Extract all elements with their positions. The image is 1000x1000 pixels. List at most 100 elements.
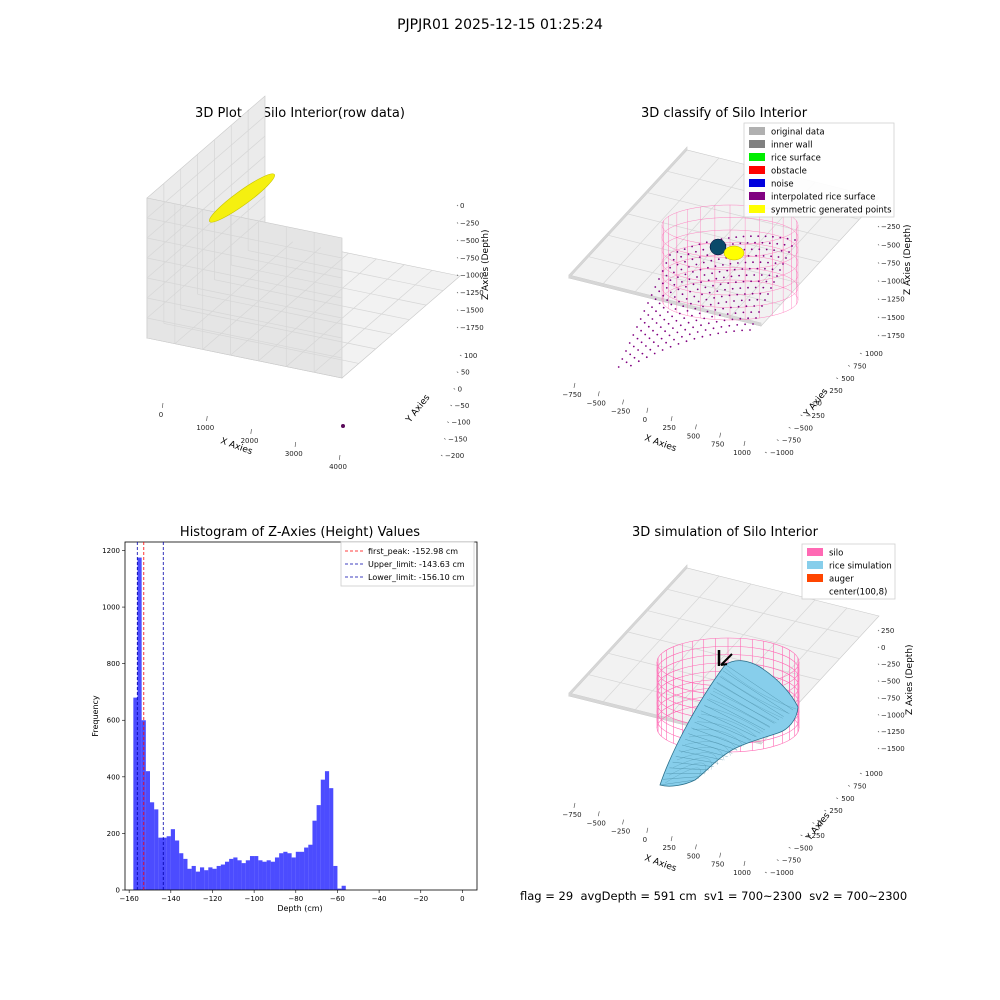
tick-label: −1500 [881, 745, 905, 753]
histogram-xlabel: Depth (cm) [277, 904, 322, 913]
interpolated-point [722, 307, 724, 310]
rice-mesh-line [681, 744, 728, 757]
simulation-3d-x-ticks: −750 −500 −250 0 250 500 750 1000 [562, 802, 751, 877]
interpolated-point [736, 324, 739, 326]
interpolated-point [768, 274, 771, 277]
interpolated-point [760, 274, 763, 276]
tick-mark [788, 846, 791, 849]
interpolated-point [717, 332, 720, 335]
interpolated-point [726, 269, 729, 272]
tick-label: 1000 [733, 869, 751, 877]
grid-line [230, 252, 349, 356]
classify-legend: original data inner wall rice surface obsta… [743, 122, 895, 218]
histogram-bar [137, 557, 142, 890]
tick-label: 750 [853, 782, 866, 790]
grid-line [214, 279, 410, 321]
grid-line [258, 258, 377, 362]
legend-swatch [749, 192, 765, 200]
grid-line [197, 293, 393, 335]
interpolated-point [673, 271, 675, 274]
interpolated-point [754, 241, 756, 244]
interpolated-point [755, 317, 757, 319]
rice-mesh-curve [688, 735, 738, 752]
tick-mark [847, 785, 851, 787]
tick-label: 750 [711, 441, 724, 449]
y-tick-label: 1000 [102, 604, 120, 612]
interpolated-point [669, 291, 672, 294]
interpolated-point [700, 324, 702, 327]
histogram-bar [195, 871, 200, 890]
interpolated-point [698, 312, 701, 315]
interpolated-point [676, 331, 679, 334]
interpolated-point [696, 276, 698, 278]
y-tick-label: 400 [107, 773, 120, 781]
legend-swatch [749, 127, 765, 135]
interpolated-point [659, 326, 662, 328]
interpolated-point [689, 290, 691, 293]
interpolated-point [632, 334, 635, 336]
tick-mark [670, 416, 673, 422]
interpolated-point [669, 266, 671, 269]
tick-label: 3000 [285, 450, 303, 458]
tick-mark [836, 377, 839, 380]
tick-mark [877, 646, 880, 649]
tick-mark [719, 852, 722, 858]
tick-label: 500 [841, 795, 854, 803]
interpolated-point [744, 261, 747, 264]
interpolated-point [706, 254, 709, 257]
rice-mesh-line [697, 716, 752, 741]
interpolated-point [716, 290, 719, 292]
interpolated-point [641, 352, 644, 355]
tick-mark [459, 354, 462, 357]
interpolated-point [668, 334, 671, 337]
interpolated-point [735, 236, 738, 239]
tick-mark [824, 809, 827, 812]
interpolated-point [685, 340, 688, 343]
grid-line [146, 297, 343, 339]
rice-mesh-line [713, 687, 775, 724]
histogram-bar [270, 861, 275, 890]
interpolated-point [654, 286, 657, 288]
histogram-bar [266, 860, 271, 890]
interpolated-point [652, 341, 655, 344]
interpolated-point [670, 303, 673, 306]
interpolated-point [701, 335, 704, 338]
tick-mark [456, 204, 459, 207]
histogram-bar [341, 885, 346, 890]
interpolated-point [702, 261, 705, 264]
interpolated-point [735, 281, 737, 284]
interpolated-point [737, 305, 740, 308]
interpolated-point [749, 329, 751, 331]
interpolated-point [661, 282, 664, 285]
figure-title: PJPJR01 2025-12-15 01:25:24 [397, 17, 603, 33]
interpolated-point [739, 287, 742, 289]
tick-mark [440, 454, 443, 457]
raw-3d-axes-box [146, 95, 461, 379]
interpolated-point [714, 309, 717, 311]
interpolated-point [743, 248, 746, 251]
interpolated-point [774, 262, 777, 264]
interpolated-point [770, 287, 772, 289]
interpolated-point [707, 266, 709, 269]
interpolated-point [660, 337, 663, 340]
interpolated-point [695, 263, 698, 266]
tick-mark [456, 309, 459, 311]
legend-label: center(100,8) [829, 588, 887, 598]
grid-line [163, 323, 359, 364]
rice-mesh-curve [696, 721, 751, 742]
interpolated-point [750, 311, 753, 313]
simulation-3d-xlabel: X Axies [643, 853, 678, 874]
interpolated-point [755, 254, 757, 257]
tick-mark [206, 415, 208, 421]
interpolated-point [697, 300, 700, 303]
interpolated-point [678, 312, 681, 315]
tick-mark [456, 239, 459, 242]
histogram-bar [133, 697, 138, 890]
interpolated-point [645, 356, 648, 359]
tick-mark [836, 797, 839, 800]
interpolated-point [655, 322, 658, 324]
legend-frame [340, 541, 475, 587]
histogram-bar [254, 856, 259, 890]
tick-mark [456, 326, 459, 329]
tick-mark [646, 827, 649, 833]
